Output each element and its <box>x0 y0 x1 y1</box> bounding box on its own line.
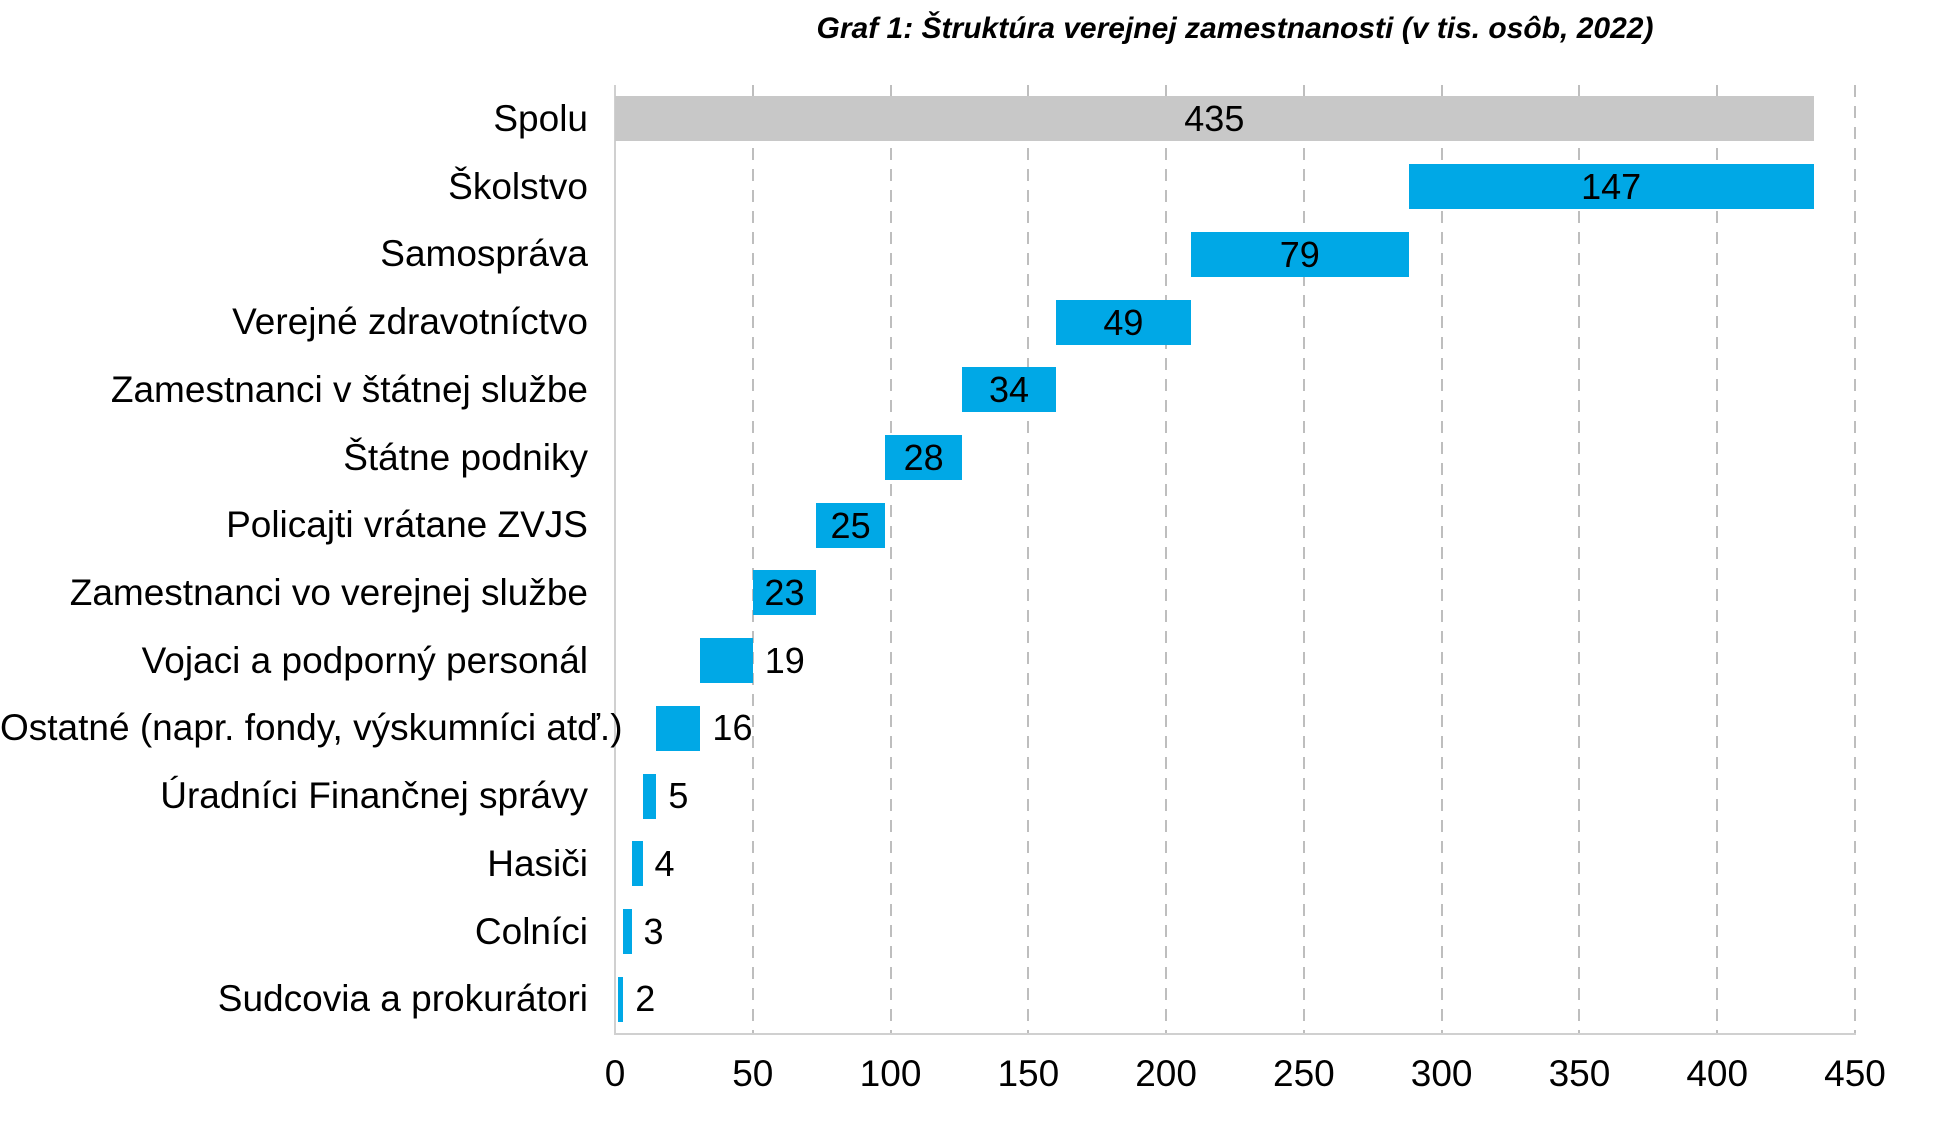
category-label: Spolu <box>493 98 588 139</box>
gridline <box>889 85 892 1033</box>
category-label: Hasiči <box>487 842 588 884</box>
bar-value-label: 5 <box>668 775 689 817</box>
y-axis-line <box>614 85 616 1033</box>
gridline <box>1716 85 1719 1033</box>
bar-value-label: 16 <box>712 707 753 749</box>
bar-value-label: 4 <box>654 842 675 884</box>
x-axis-tick-label: 450 <box>1824 1053 1886 1094</box>
x-axis-tick-label: 300 <box>1410 1053 1473 1094</box>
bar: 49 <box>1055 299 1191 345</box>
bar <box>617 976 624 1022</box>
category-label: Školstvo <box>448 165 588 207</box>
x-axis-tick-label: 200 <box>1135 1053 1197 1094</box>
category-label: Ostatné (napr. fondy, výskumníci atď.) <box>0 707 623 749</box>
bar: 79 <box>1190 231 1409 277</box>
bar <box>656 705 701 751</box>
gridline <box>1165 85 1168 1033</box>
gridline <box>1854 85 1856 1033</box>
category-label: Zamestnanci vo verejnej službe <box>69 572 588 613</box>
x-axis-line <box>614 1033 1856 1035</box>
bar-value-label: 19 <box>764 639 805 681</box>
bar: 147 <box>1408 164 1814 210</box>
total-bar: 435 <box>615 96 1814 142</box>
category-label: Policajti vrátane ZVJS <box>226 504 588 546</box>
bar <box>642 773 657 819</box>
gridline <box>751 85 754 1033</box>
bar <box>700 638 753 684</box>
bar: 34 <box>962 367 1056 413</box>
x-axis-tick-label: 250 <box>1273 1053 1335 1094</box>
x-axis-tick-label: 400 <box>1686 1053 1749 1094</box>
category-label: Colníci <box>474 910 588 952</box>
category-label: Vojaci a podporný personál <box>141 639 588 681</box>
category-label: Štátne podniky <box>343 436 588 478</box>
category-label: Verejné zdravotníctvo <box>232 301 588 343</box>
bar-value-label: 3 <box>643 910 664 952</box>
category-label: Zamestnanci v štátnej službe <box>110 368 588 410</box>
bar: 25 <box>816 502 886 548</box>
bar: 23 <box>752 570 817 616</box>
bar <box>623 908 632 954</box>
bar-value-label: 2 <box>635 978 656 1020</box>
gridline <box>1440 85 1443 1033</box>
bar: 28 <box>885 434 963 480</box>
x-axis-tick-label: 350 <box>1548 1053 1611 1094</box>
chart-title: Graf 1: Štruktúra verejnej zamestnanosti… <box>816 12 1654 45</box>
category-label: Sudcovia a prokurátori <box>217 978 588 1020</box>
gridline <box>1578 85 1581 1033</box>
bar <box>631 841 643 887</box>
x-axis-tick-label: 50 <box>732 1053 774 1094</box>
category-label: Úradníci Finančnej správy <box>160 775 588 817</box>
x-axis-tick-label: 150 <box>997 1053 1060 1094</box>
x-axis-tick-label: 100 <box>859 1053 922 1094</box>
gridline <box>1027 85 1030 1033</box>
category-label: Samospráva <box>380 233 588 275</box>
x-axis-tick-label: 0 <box>604 1053 626 1094</box>
gridline <box>1302 85 1305 1033</box>
